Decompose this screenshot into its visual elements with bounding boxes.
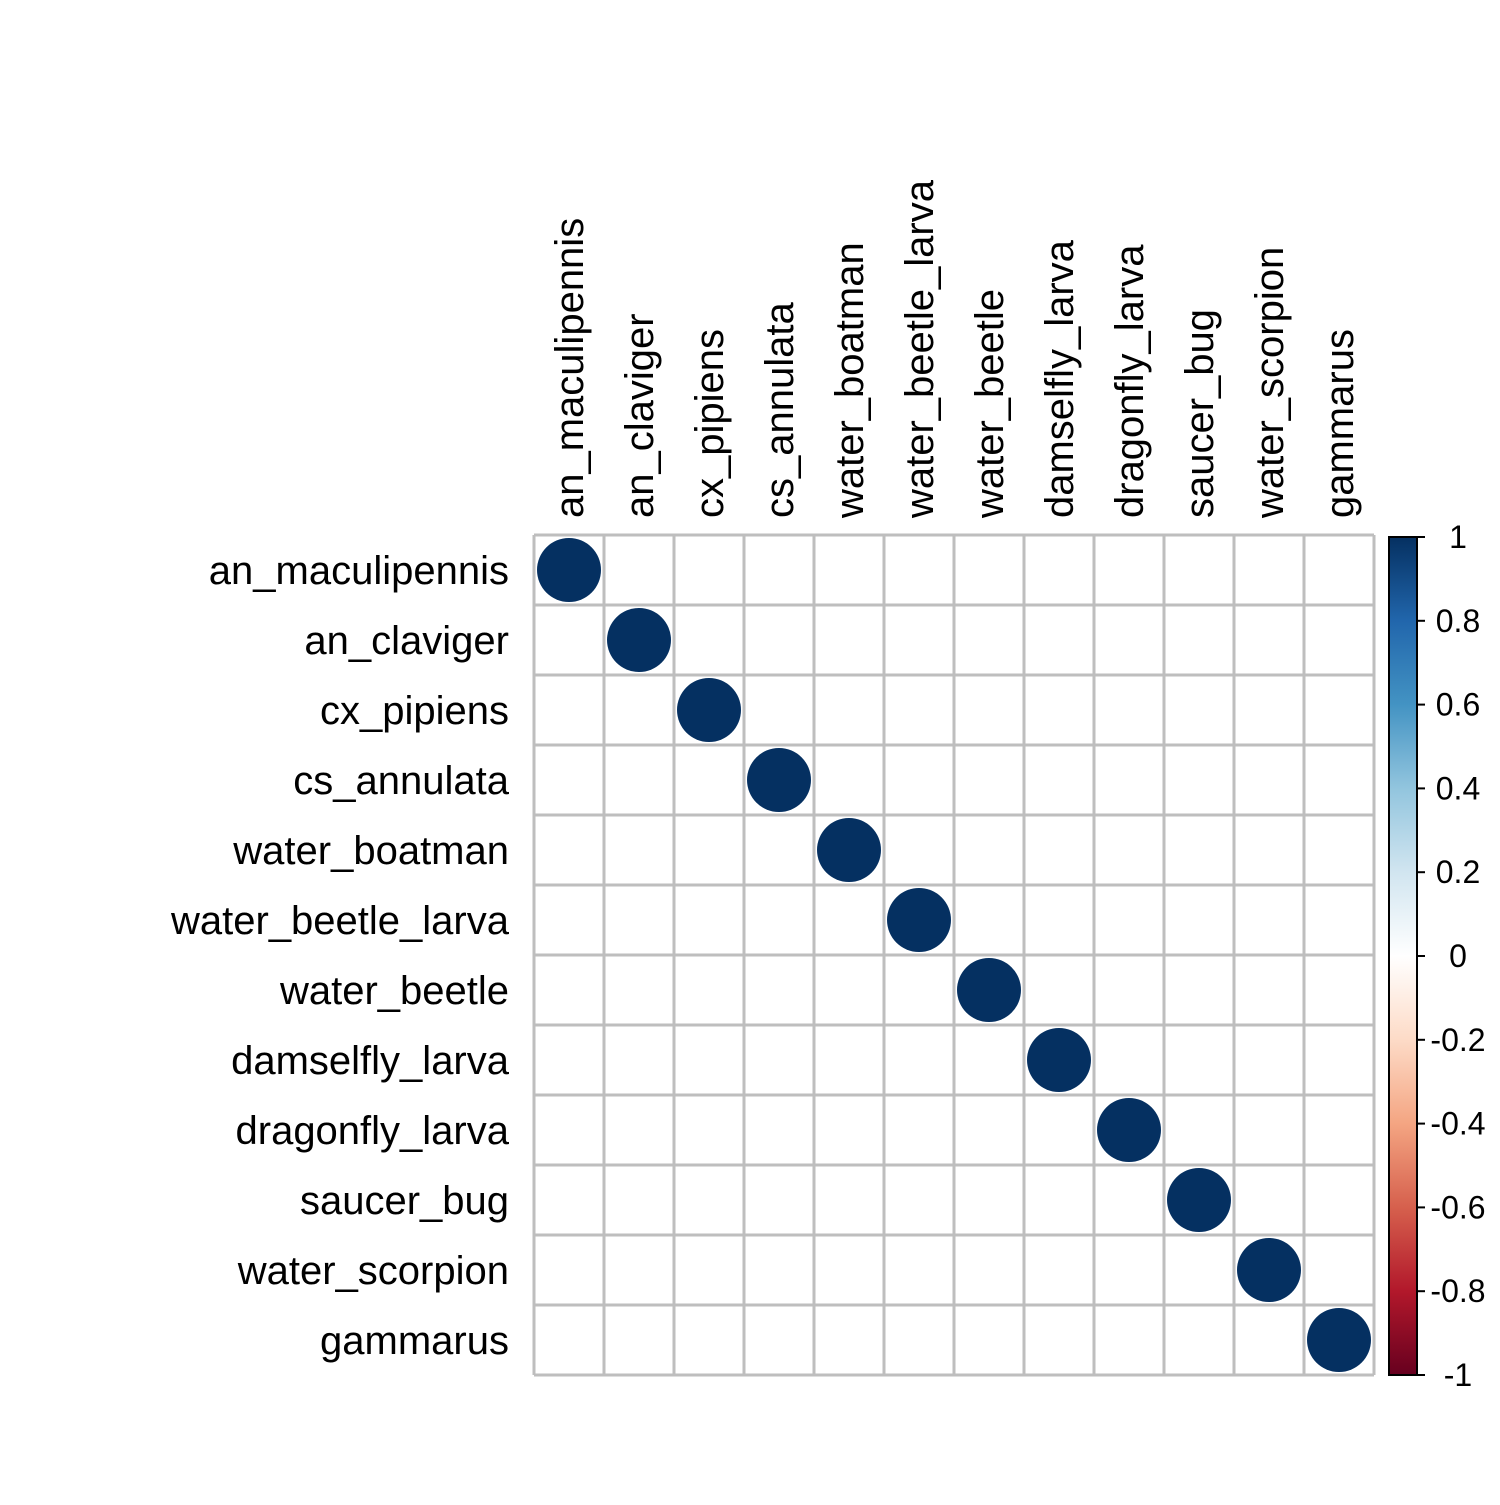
correlation-circle bbox=[537, 538, 601, 602]
row-label: an_claviger bbox=[304, 619, 509, 663]
row-label: cs_annulata bbox=[293, 759, 509, 803]
correlation-circles bbox=[537, 538, 1371, 1372]
colorbar-tick-label: -0.8 bbox=[1430, 1273, 1485, 1309]
colorbar-tick-label: 1 bbox=[1449, 519, 1467, 555]
colorbar: 1 0.8 0.6 0.4 0.2 0 -0.2 -0.4 -0.6 -0.8 -1 bbox=[1388, 519, 1486, 1393]
row-label: saucer_bug bbox=[300, 1179, 509, 1223]
column-label: water_scorpion bbox=[1248, 247, 1292, 519]
column-label: cx_pipiens bbox=[688, 329, 732, 518]
colorbar-tick-label: 0.8 bbox=[1436, 603, 1480, 639]
correlation-circle bbox=[1167, 1168, 1231, 1232]
colorbar-tick-label: -1 bbox=[1444, 1357, 1472, 1393]
colorbar-gradient bbox=[1388, 536, 1418, 1376]
row-label: damselfly_larva bbox=[231, 1039, 510, 1083]
row-label: an_maculipennis bbox=[209, 549, 509, 593]
row-label: water_beetle bbox=[279, 969, 509, 1013]
colorbar-tick-label: 0.2 bbox=[1436, 854, 1480, 890]
correlation-circle bbox=[887, 888, 951, 952]
row-label: dragonfly_larva bbox=[236, 1109, 510, 1153]
correlation-circle bbox=[1097, 1098, 1161, 1162]
correlation-circle bbox=[607, 608, 671, 672]
column-labels: an_maculipennis an_claviger cx_pipiens cs_a… bbox=[548, 179, 1362, 519]
column-label: an_maculipennis bbox=[548, 218, 592, 518]
row-label: water_boatman bbox=[232, 829, 509, 873]
correlation-circle bbox=[1027, 1028, 1091, 1092]
column-label: gammarus bbox=[1318, 329, 1362, 518]
grid bbox=[532, 533, 1376, 1377]
column-label: damselfly_larva bbox=[1038, 239, 1082, 518]
correlation-circle bbox=[1307, 1308, 1371, 1372]
correlation-circle bbox=[747, 748, 811, 812]
colorbar-tick-label: -0.6 bbox=[1430, 1189, 1485, 1225]
column-label: water_beetle bbox=[968, 289, 1012, 519]
column-label: an_claviger bbox=[618, 313, 662, 518]
row-label: cx_pipiens bbox=[320, 689, 509, 733]
colorbar-tick-label: -0.2 bbox=[1430, 1022, 1485, 1058]
column-label: cs_annulata bbox=[758, 302, 802, 518]
colorbar-tick-label: -0.4 bbox=[1430, 1106, 1485, 1142]
column-label: saucer_bug bbox=[1178, 309, 1222, 518]
row-labels: an_maculipennis an_claviger cx_pipiens cs_a… bbox=[170, 549, 510, 1363]
column-label: dragonfly_larva bbox=[1108, 244, 1152, 518]
correlation-circle bbox=[677, 678, 741, 742]
column-label: water_boatman bbox=[828, 242, 872, 519]
colorbar-tick-label: 0.6 bbox=[1436, 687, 1480, 723]
correlation-circle bbox=[1237, 1238, 1301, 1302]
row-label: water_beetle_larva bbox=[170, 899, 510, 943]
column-label: water_beetle_larva bbox=[898, 179, 942, 519]
correlation-circle bbox=[957, 958, 1021, 1022]
row-label: water_scorpion bbox=[237, 1249, 509, 1293]
colorbar-tick-label: 0 bbox=[1449, 938, 1467, 974]
colorbar-tick-label: 0.4 bbox=[1436, 770, 1480, 806]
correlation-circle bbox=[817, 818, 881, 882]
row-label: gammarus bbox=[320, 1319, 509, 1363]
